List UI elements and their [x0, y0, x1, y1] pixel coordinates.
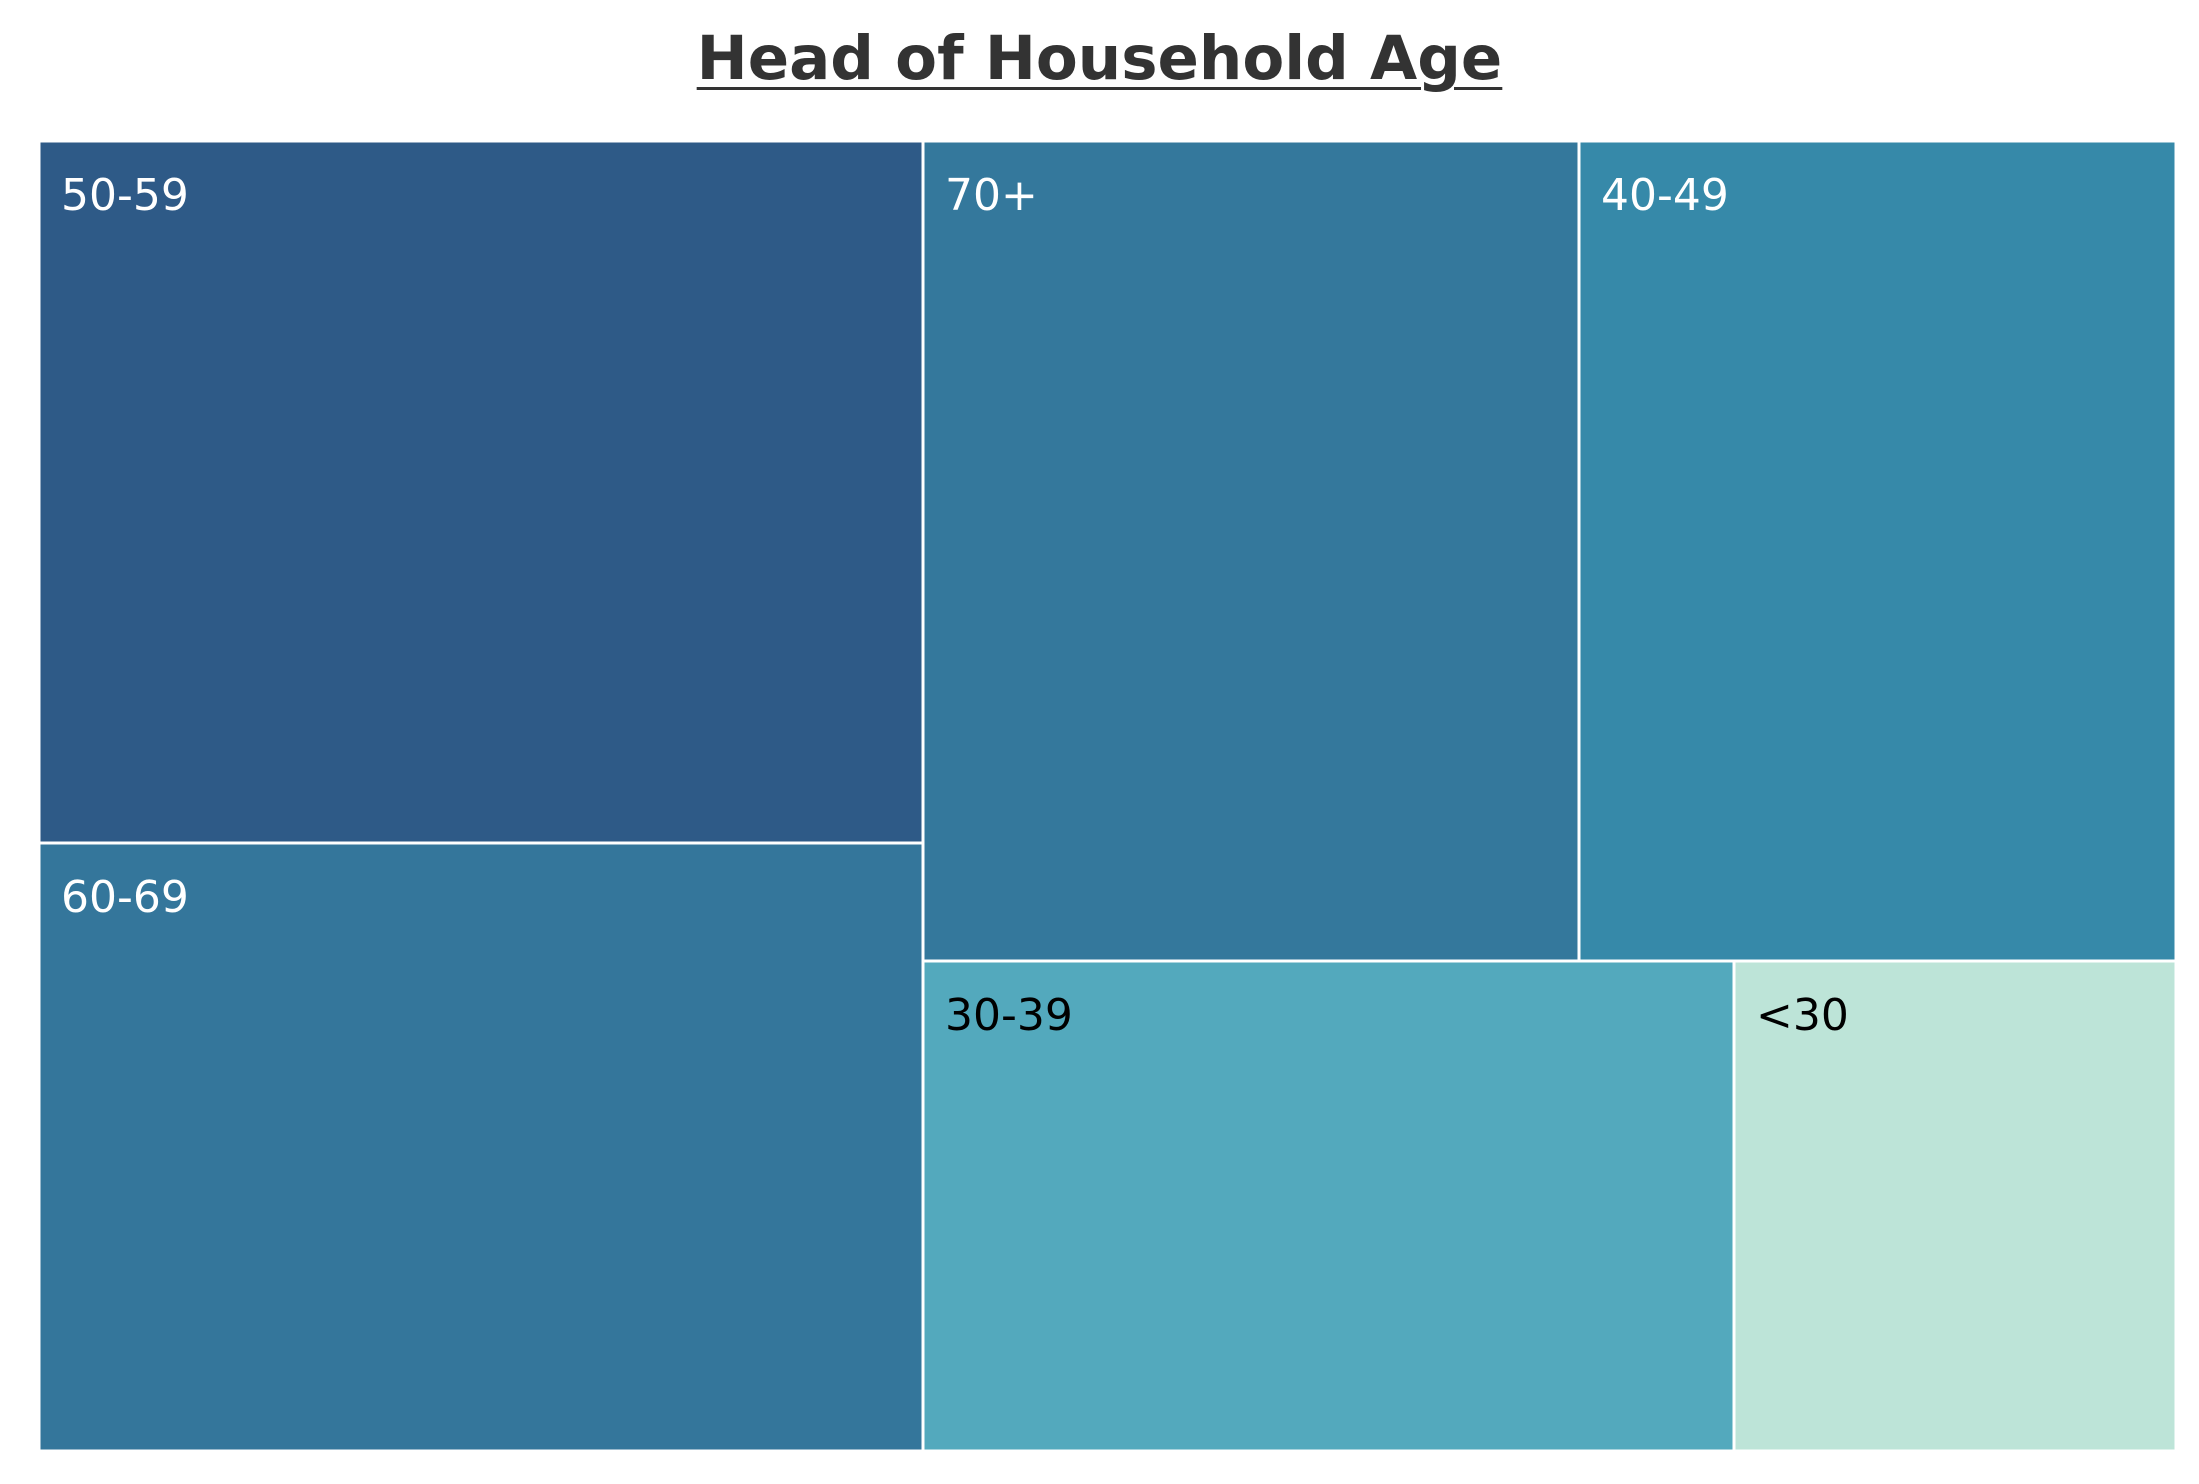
treemap-tile-30[interactable]: <30	[1732, 959, 2178, 1453]
treemap-label-60-69: 60-69	[61, 872, 189, 923]
treemap-tile-40-49[interactable]: 40-49	[1577, 139, 2178, 963]
treemap-rect-70[interactable]	[921, 139, 1581, 963]
treemap-tile-70[interactable]: 70+	[921, 139, 1581, 963]
treemap-label-30: <30	[1756, 990, 1849, 1041]
treemap-rect-50-59[interactable]	[37, 139, 925, 845]
treemap-rect-60-69[interactable]	[37, 841, 925, 1453]
treemap-tile-60-69[interactable]: 60-69	[37, 841, 925, 1453]
treemap-rect-30-39[interactable]	[921, 959, 1736, 1453]
treemap-label-30-39: 30-39	[945, 990, 1073, 1041]
treemap-tile-30-39[interactable]: 30-39	[921, 959, 1736, 1453]
chart-title: Head of Household Age	[696, 23, 1503, 94]
treemap-rect-40-49[interactable]	[1577, 139, 2178, 963]
treemap-label-40-49: 40-49	[1601, 170, 1729, 221]
treemap-label-70: 70+	[945, 170, 1038, 221]
treemap-tile-50-59[interactable]: 50-59	[37, 139, 925, 845]
treemap-rect-30[interactable]	[1732, 959, 2178, 1453]
treemap-label-50-59: 50-59	[61, 170, 189, 221]
